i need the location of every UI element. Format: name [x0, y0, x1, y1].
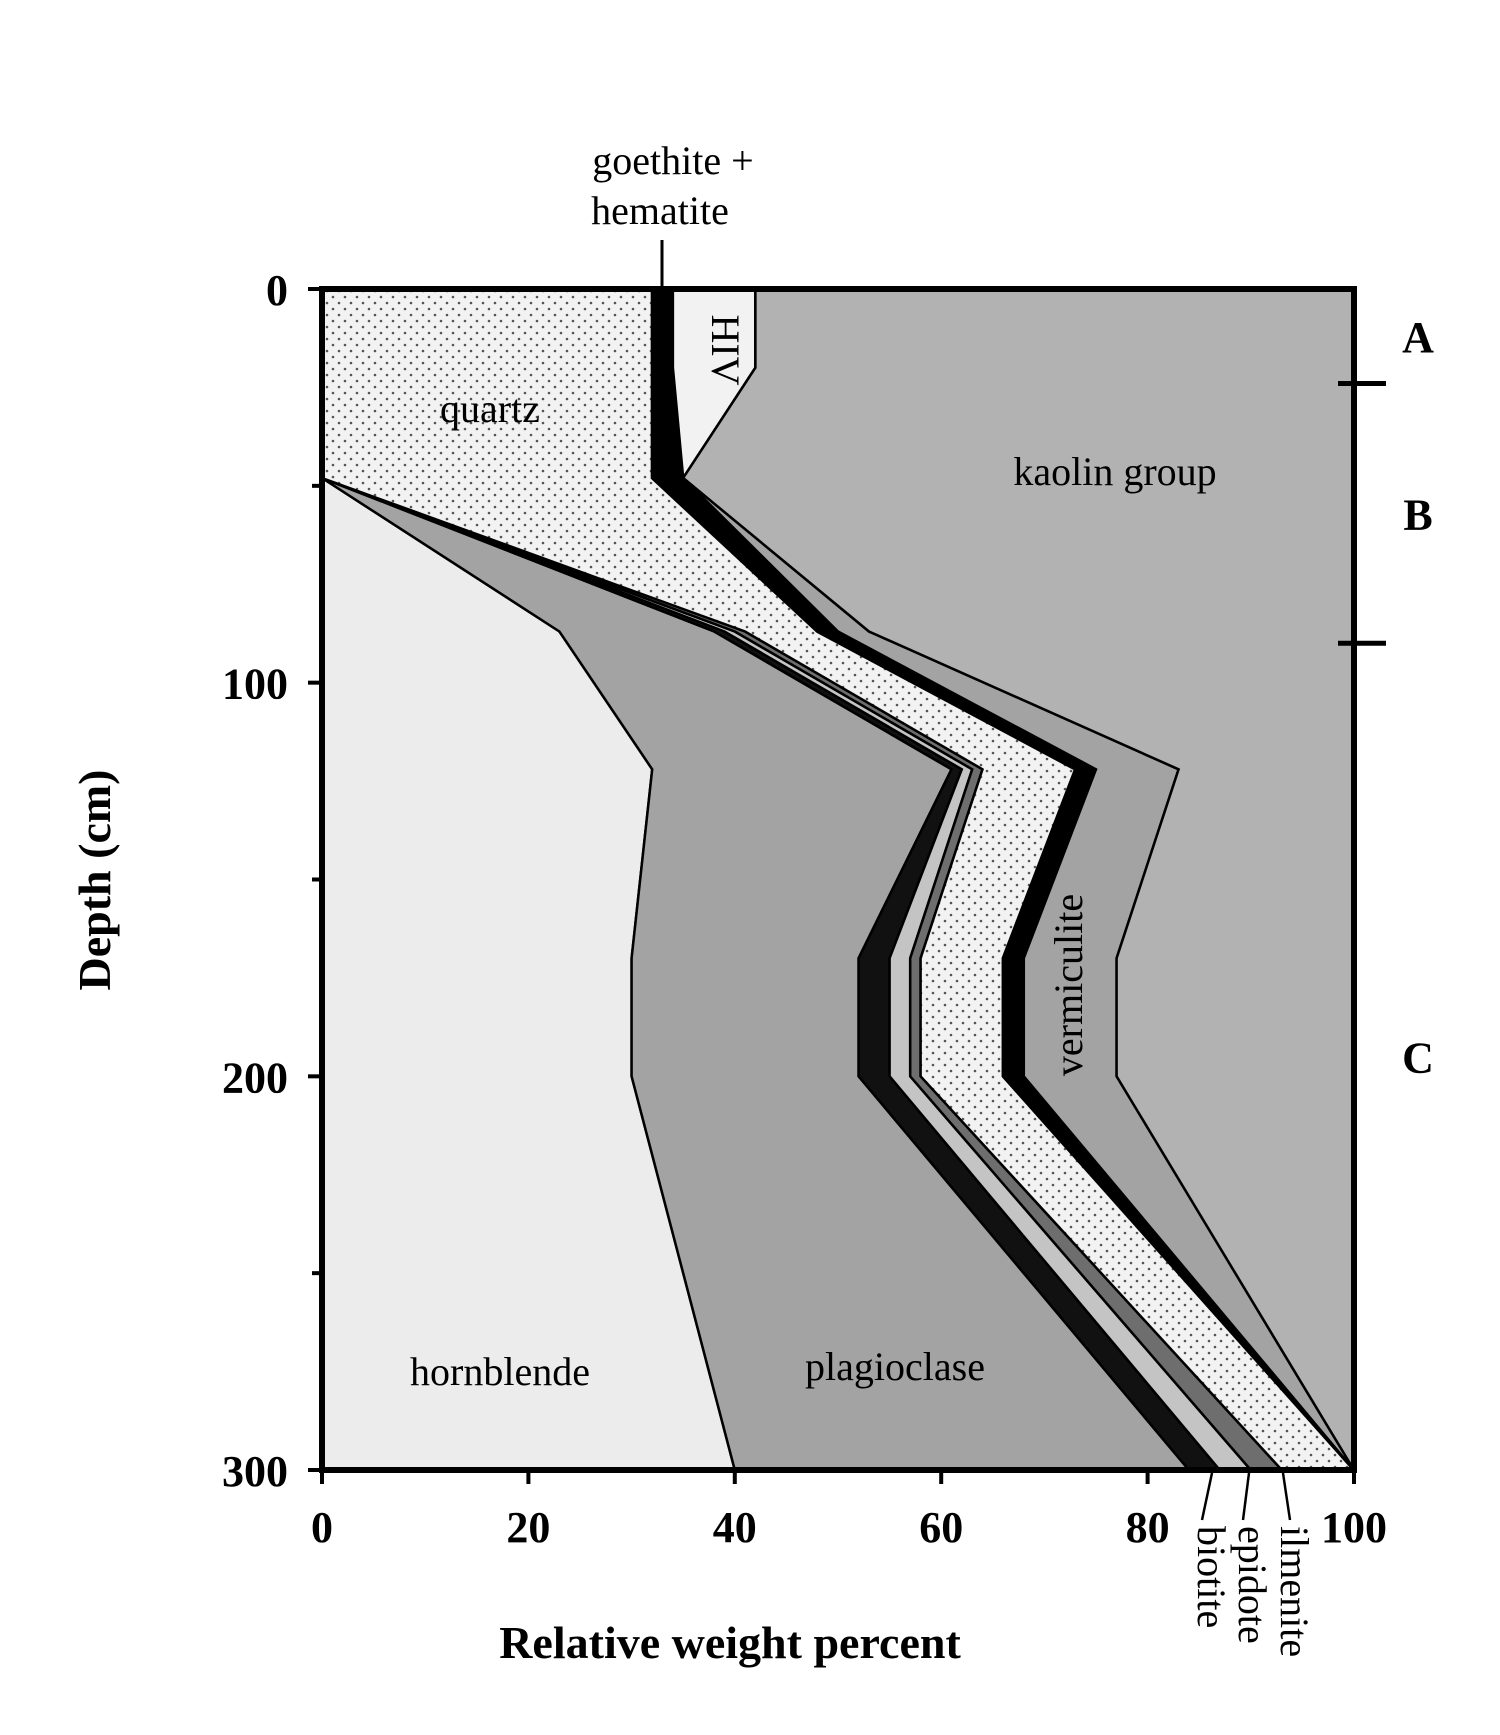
goethite-hematite-label-line2: hematite [591, 188, 729, 233]
y-tick-label: 200 [222, 1053, 288, 1102]
ilmenite-leader-line [1281, 1472, 1292, 1521]
epidote-label: epidote [1230, 1526, 1275, 1644]
x-axis-title: Relative weight percent [499, 1617, 961, 1668]
x-tick-label: 20 [506, 1503, 550, 1552]
epidote-leader-line [1241, 1472, 1251, 1521]
horizon-label-A: A [1402, 313, 1434, 362]
x-tick-label: 60 [919, 1503, 963, 1552]
y-tick-label: 300 [222, 1447, 288, 1496]
x-tick-label: 100 [1321, 1503, 1387, 1552]
y-axis-title: Depth (cm) [69, 770, 120, 991]
plagioclase-label: plagioclase [805, 1344, 985, 1389]
y-tick-label: 100 [222, 660, 288, 709]
goethite-hematite-label-line1: goethite + [592, 138, 753, 183]
vermiculite-label: vermiculite [1046, 894, 1091, 1076]
biotite-leader-line [1200, 1472, 1214, 1521]
hiv-label: HIV [703, 314, 748, 385]
y-tick-label: 0 [266, 266, 288, 315]
x-tick-label: 80 [1126, 1503, 1170, 1552]
x-tick-label: 0 [311, 1503, 333, 1552]
ilmenite-label: ilmenite [1272, 1526, 1317, 1657]
hornblende-label: hornblende [410, 1349, 590, 1394]
horizon-label-C: C [1402, 1034, 1434, 1083]
quartz-label: quartz [440, 386, 540, 431]
horizon-label-B: B [1403, 490, 1432, 539]
kaolin-group-label: kaolin group [1013, 449, 1216, 494]
biotite-label: biotite [1189, 1526, 1234, 1628]
x-tick-label: 40 [713, 1503, 757, 1552]
